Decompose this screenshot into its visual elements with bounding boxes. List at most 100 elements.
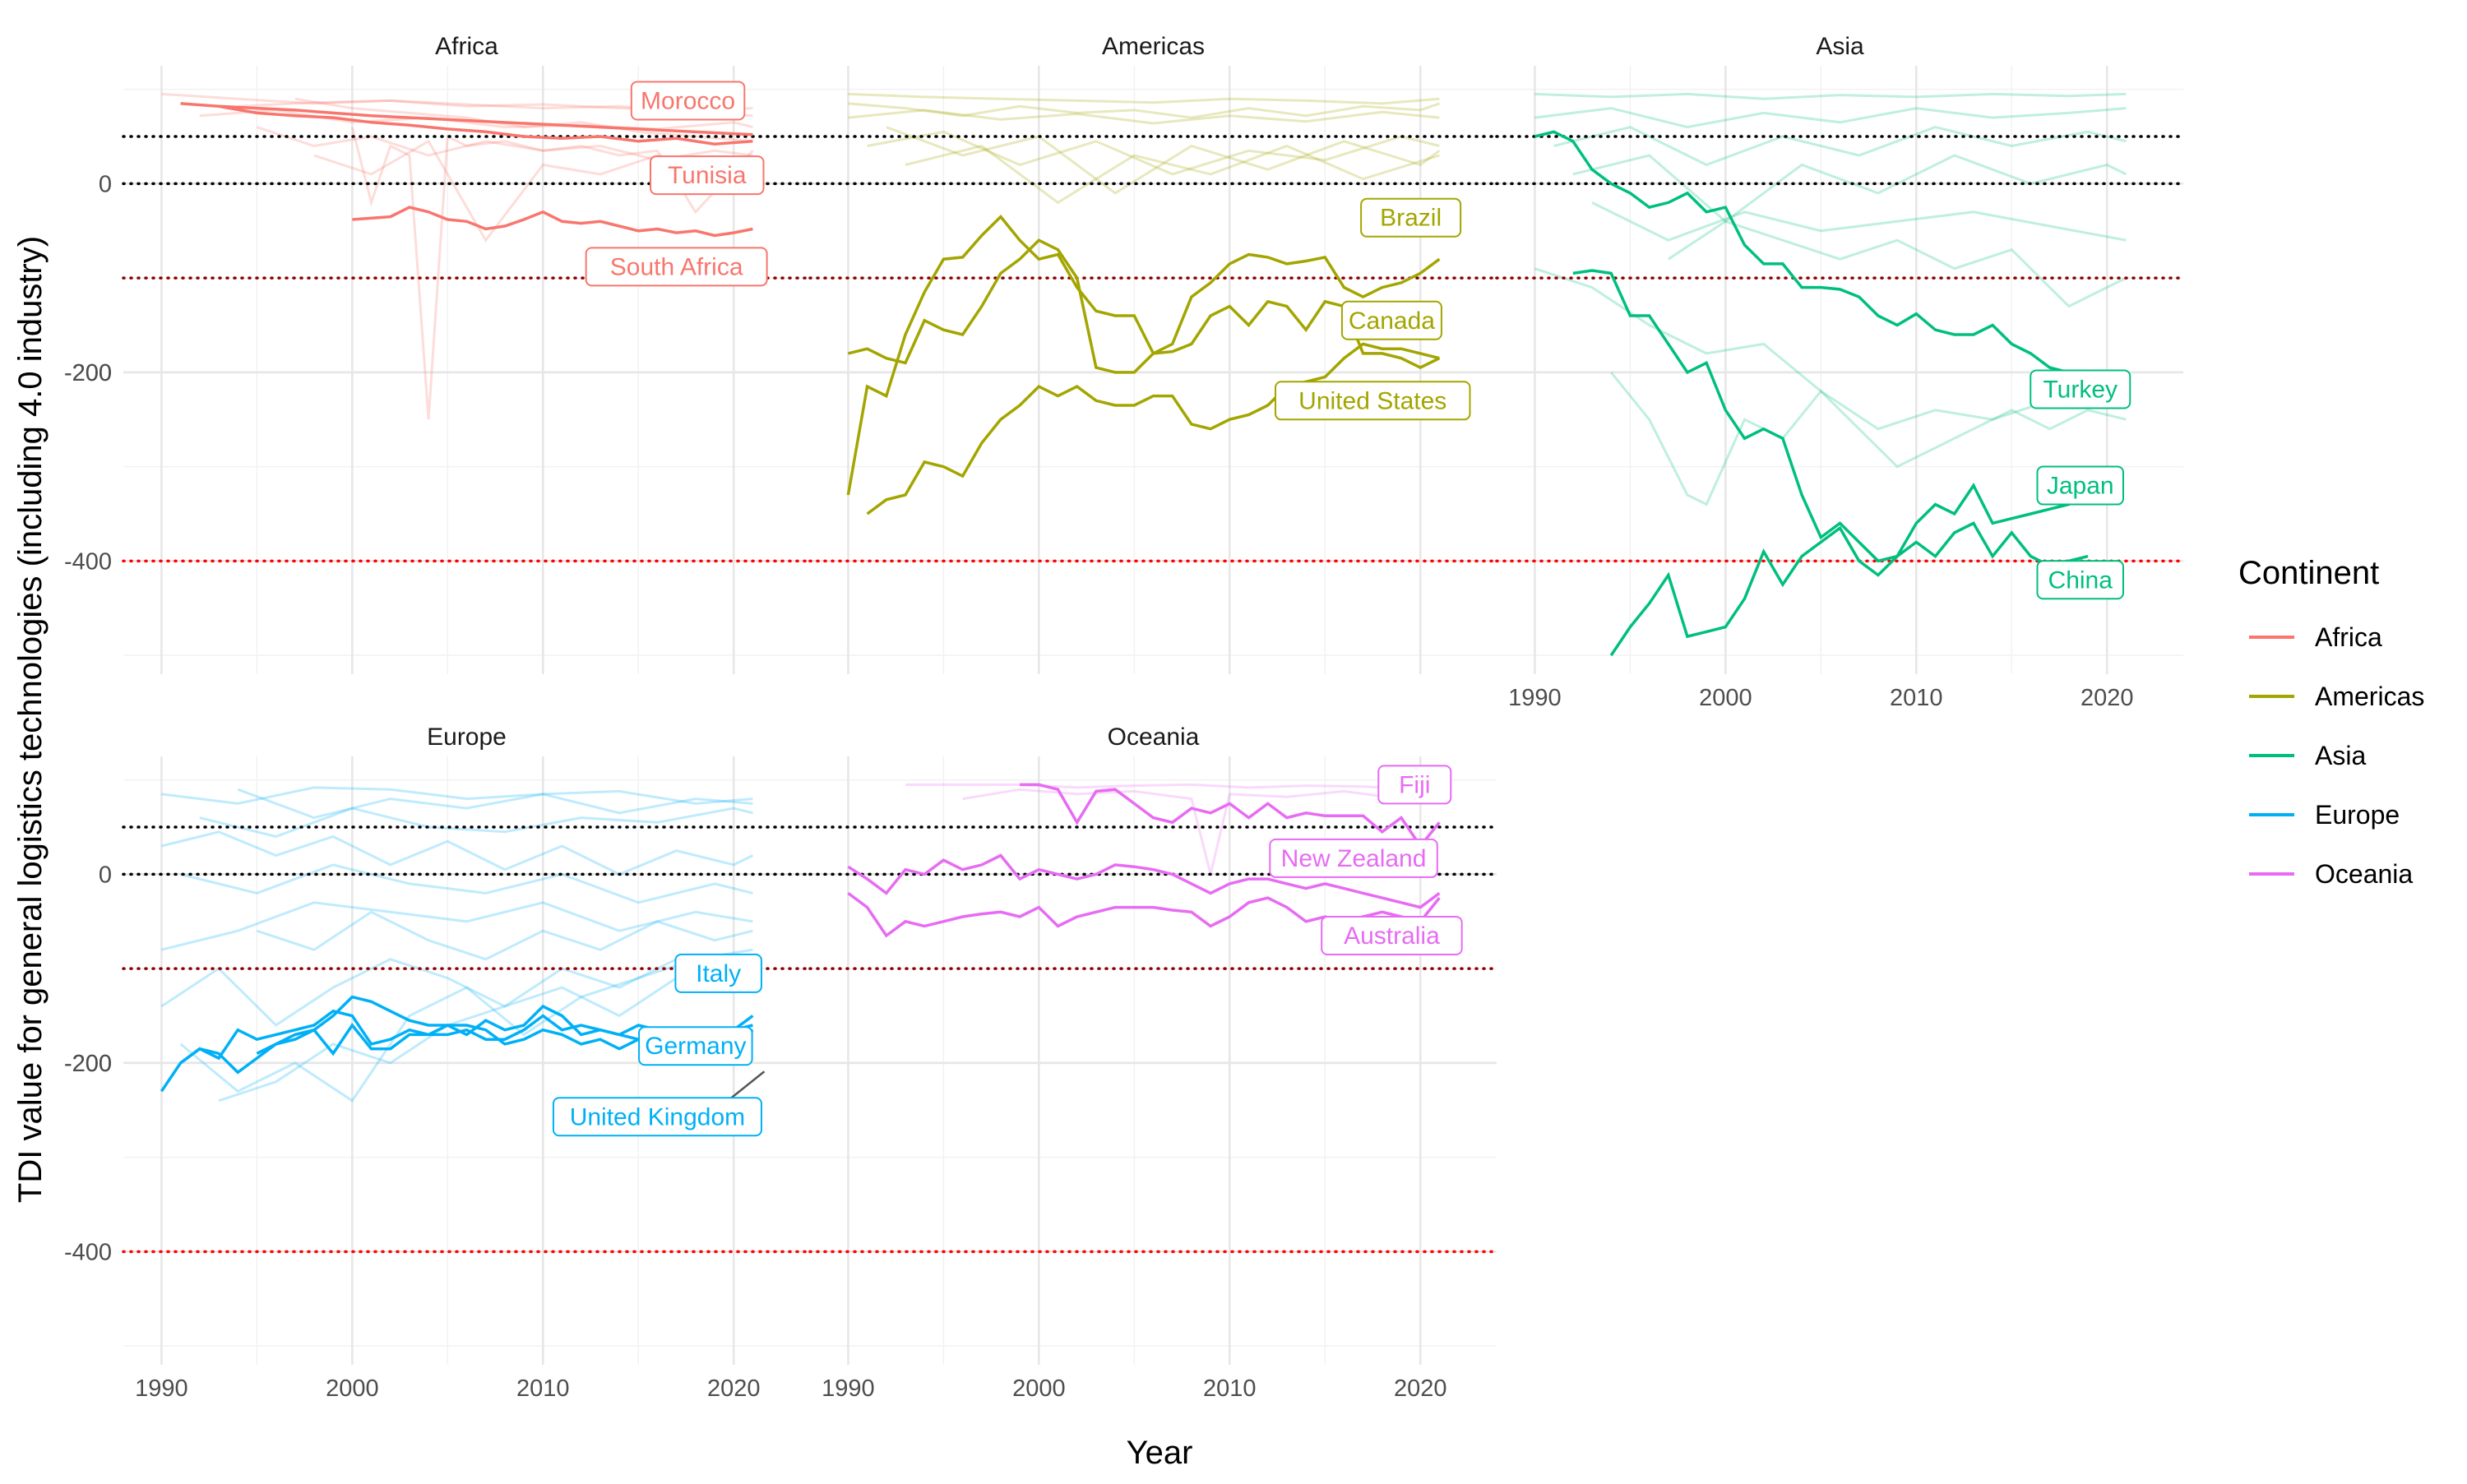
series-line-china: [1609, 521, 2089, 657]
legend-label-americas: Americas: [2315, 682, 2424, 711]
series-label-united-kingdom: United Kingdom: [570, 1103, 745, 1130]
legend-label-europe: Europe: [2315, 800, 2400, 830]
background-series-line: [199, 109, 753, 131]
background-series-line: [848, 102, 1440, 119]
series-label-box-united-kingdom: [552, 1097, 762, 1137]
series-line-canada: [847, 238, 1441, 374]
y-tick-label: -400: [64, 548, 112, 575]
legend-label-africa: Africa: [2315, 622, 2382, 652]
legend-label-oceania: Oceania: [2315, 859, 2413, 889]
background-series-line: [867, 130, 1440, 176]
background-series-line: [1534, 107, 2127, 129]
legend-title: Continent: [2238, 555, 2379, 591]
series-label-tunisia: Tunisia: [668, 162, 747, 189]
x-tick-label: 2020: [2081, 685, 2134, 711]
background-series-line: [1553, 126, 2127, 167]
series-label-box-turkey: [2030, 369, 2131, 409]
background-series-line: [161, 901, 753, 951]
series-line-new-zealand: [847, 853, 1441, 909]
x-tick-label: 1990: [822, 1375, 875, 1402]
series-line-morocco: [180, 102, 753, 136]
background-series-line: [350, 127, 754, 420]
series-label-fiji: Fiji: [1399, 771, 1430, 798]
series-label-china: China: [2048, 566, 2113, 594]
panel-title-africa: Africa: [435, 33, 498, 60]
y-tick-label: 0: [99, 862, 112, 888]
panel-title-americas: Americas: [1102, 33, 1205, 60]
x-tick-label: 2010: [1890, 685, 1943, 711]
background-series-line: [1572, 154, 2127, 224]
series-label-turkey: Turkey: [2043, 377, 2118, 404]
series-label-germany: Germany: [645, 1033, 746, 1060]
background-series-line: [161, 786, 753, 805]
background-series-line: [1534, 92, 2127, 100]
series-label-south-africa: South Africa: [610, 253, 743, 280]
background-series-line: [1610, 371, 2127, 506]
y-tick-label: -200: [64, 360, 112, 386]
panel-title-asia: Asia: [1816, 33, 1864, 60]
x-tick-label: 2000: [1012, 1375, 1066, 1402]
background-series-line: [180, 863, 753, 904]
y-axis-title: TDI value for general logistics technolo…: [12, 236, 49, 1203]
series-label-box-brazil: [1360, 197, 1462, 238]
x-tick-label: 1990: [135, 1375, 188, 1402]
series-label-box-fiji: [1377, 765, 1452, 805]
series-line-south-africa: [352, 206, 753, 238]
series-label-box-china: [2036, 560, 2124, 600]
series-label-box-japan: [2036, 465, 2124, 506]
series-line-fiji: [1020, 783, 1441, 848]
background-series-line: [218, 962, 753, 1103]
series-line-tunisia: [218, 104, 753, 146]
background-series-line: [199, 807, 753, 839]
series-label-box-tunisia: [650, 155, 765, 196]
series-label-brazil: Brazil: [1380, 205, 1442, 232]
legend-label-asia: Asia: [2315, 741, 2366, 770]
panel-americas: Americas Brazil Canada United States: [808, 33, 1498, 674]
background-series-line: [905, 783, 1440, 791]
series-line-united-states: [866, 342, 1440, 515]
background-series-line: [886, 126, 1441, 195]
panel-title-oceania: Oceania: [1108, 724, 1200, 751]
background-series-line: [237, 788, 753, 820]
series-label-box-new-zealand: [1269, 838, 1438, 878]
series-label-australia: Australia: [1344, 922, 1440, 950]
x-tick-label: 2020: [707, 1375, 761, 1402]
background-series-line: [256, 126, 753, 162]
background-series-line: [1667, 220, 2127, 308]
panel-africa: Africa Morocco Tunisia South Africa 0 -200 -40…: [64, 33, 812, 674]
series-label-box-canada: [1340, 300, 1442, 340]
series-label-box-australia: [1321, 915, 1463, 955]
series-label-morocco: Morocco: [641, 87, 735, 114]
x-tick-label: 2000: [326, 1375, 379, 1402]
series-label-new-zealand: New Zealand: [1281, 845, 1427, 872]
series-label-box-south-africa: [585, 247, 768, 287]
series-label-box-italy: [674, 953, 762, 993]
panel-asia: Asia Turkey Japan China 1990 2000 2010 2020: [1495, 33, 2185, 711]
background-series-line: [294, 97, 753, 143]
background-series-line: [161, 830, 754, 876]
series-label-box-united-states: [1274, 381, 1471, 421]
series-line-turkey: [1534, 130, 2127, 393]
x-tick-label: 2010: [1203, 1375, 1257, 1402]
series-label-united-states: United States: [1298, 387, 1446, 414]
x-tick-label: 2010: [516, 1375, 570, 1402]
background-series-line: [848, 92, 1440, 105]
y-tick-label: 0: [99, 171, 112, 197]
background-series-line: [256, 910, 753, 961]
y-tick-label: -200: [64, 1051, 112, 1077]
background-series-line: [848, 109, 1440, 125]
panel-title-europe: Europe: [427, 724, 507, 751]
series-label-italy: Italy: [696, 960, 741, 987]
x-tick-label: 1990: [1508, 685, 1562, 711]
series-line-brazil: [846, 214, 1441, 496]
background-series-line: [905, 144, 1440, 205]
series-label-japan: Japan: [2047, 473, 2114, 500]
x-axis-title: Year: [1127, 1435, 1193, 1471]
legend: Continent Africa Americas Asia Europe Oceania: [2238, 555, 2424, 889]
background-series-line: [1591, 201, 2127, 242]
background-series-line: [179, 948, 753, 1103]
series-label-canada: Canada: [1349, 307, 1435, 335]
x-tick-label: 2020: [1394, 1375, 1447, 1402]
y-tick-label: -200: [64, 360, 112, 386]
